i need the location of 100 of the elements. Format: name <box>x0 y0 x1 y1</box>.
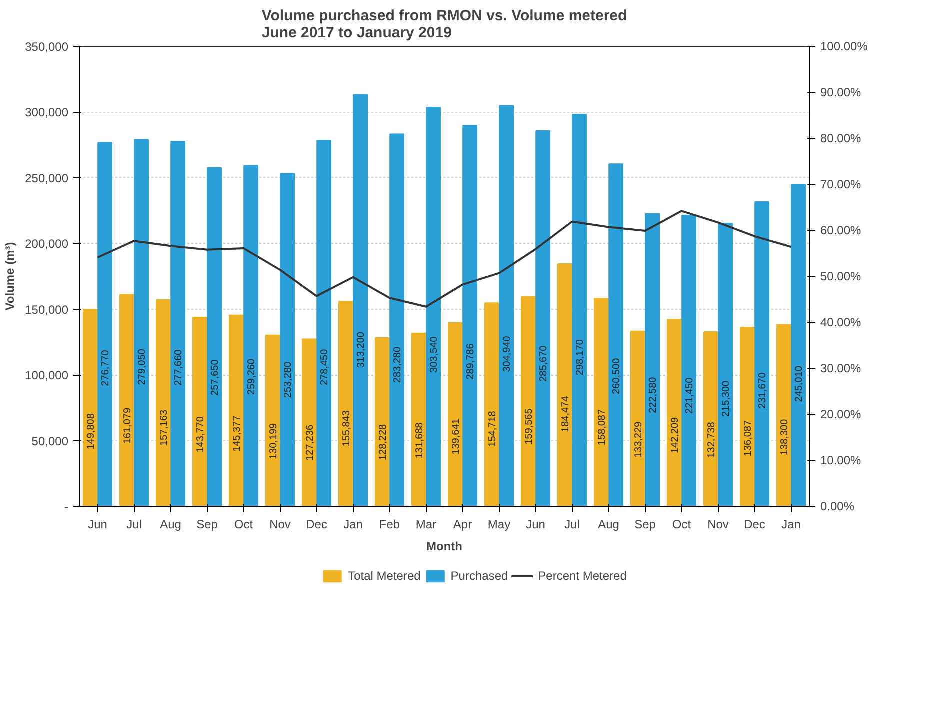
data-label: 245,010 <box>794 366 806 402</box>
bar <box>426 107 441 506</box>
y-tick-label: 100,000 <box>25 368 69 383</box>
x-tick-label: Feb <box>379 518 400 532</box>
bar <box>448 322 463 506</box>
legend-label: Total Metered <box>348 569 421 583</box>
data-label: 142,209 <box>670 416 681 454</box>
bar <box>667 319 682 506</box>
legend-label: Purchased <box>450 569 508 583</box>
bar <box>375 337 390 506</box>
x-tick-label: Apr <box>453 518 472 532</box>
bar <box>170 141 186 506</box>
data-label: 158,087 <box>596 409 608 446</box>
bar <box>412 332 426 506</box>
data-label: 127,236 <box>304 424 316 462</box>
x-tick-label: Aug <box>160 518 182 532</box>
data-label: 304,940 <box>502 336 514 372</box>
data-label: 298,170 <box>575 339 586 376</box>
bar <box>536 130 550 506</box>
bar <box>791 184 806 506</box>
bar <box>98 142 112 506</box>
y2-tick-label: 70.00% <box>820 178 862 192</box>
x-tick-label: Jan <box>782 518 801 532</box>
y2-tick-label: 60.00% <box>820 224 862 238</box>
data-label: 157,163 <box>158 409 170 446</box>
y2-tick-label: 50.00% <box>820 270 862 284</box>
bar <box>608 164 624 506</box>
x-tick-label: Oct <box>234 518 254 532</box>
data-label: 145,377 <box>232 415 243 452</box>
data-label: 143,770 <box>195 416 206 453</box>
x-tick-label: May <box>488 518 511 532</box>
chart-title: Volume purchased from RMON vs. Volume metered June 2017 to January 2019 <box>262 8 628 42</box>
bar <box>316 140 332 506</box>
data-label: 221,450 <box>684 377 696 414</box>
x-tick-label: Jun <box>526 518 546 532</box>
data-label: 154,718 <box>487 410 498 448</box>
bar <box>229 314 244 506</box>
data-label: 253,280 <box>283 361 294 398</box>
data-label: 149,808 <box>86 413 97 450</box>
data-label: 139,641 <box>450 418 462 455</box>
y-tick-label: 150,000 <box>25 302 69 317</box>
data-label: 161,079 <box>122 408 134 444</box>
x-tick-label: Sep <box>196 518 218 532</box>
data-label: 277,660 <box>174 349 185 386</box>
bar <box>338 301 354 506</box>
bar <box>594 298 609 506</box>
bar <box>266 334 280 506</box>
y-tick-label: 250,000 <box>25 171 69 186</box>
x-tick-label: Oct <box>672 518 692 532</box>
legend-label: Percent Metered <box>538 569 627 583</box>
x-tick-label: Mar <box>416 518 437 532</box>
bar <box>302 338 317 506</box>
y2-tick-label: 100.00% <box>820 40 868 54</box>
bar <box>682 214 696 506</box>
y2-tick-label: 0.00% <box>820 500 855 514</box>
bar <box>390 134 404 506</box>
data-label: 130,199 <box>268 422 280 460</box>
y2-tick-label: 20.00% <box>820 408 862 422</box>
data-label: 222,580 <box>648 376 660 414</box>
bar <box>776 324 792 506</box>
data-label: 283,280 <box>392 346 404 384</box>
bar <box>484 302 500 506</box>
data-label: 260,500 <box>612 358 623 394</box>
bar <box>754 202 770 506</box>
bar <box>83 309 98 506</box>
y-tick-label: - <box>64 500 69 514</box>
data-label: 159,565 <box>524 408 535 445</box>
bar <box>280 173 295 506</box>
x-tick-label: Jul <box>564 518 580 532</box>
bar <box>134 139 149 506</box>
y2-tick-label: 30.00% <box>820 362 862 376</box>
bar <box>462 125 478 506</box>
y-tick-label: 300,000 <box>25 106 69 120</box>
bar <box>156 299 171 506</box>
data-label: 303,540 <box>429 336 440 373</box>
y2-tick-label: 80.00% <box>820 132 862 146</box>
data-label: 313,200 <box>356 332 368 368</box>
x-tick-label: Jul <box>126 518 142 532</box>
data-label: 276,770 <box>100 350 112 386</box>
bar <box>718 223 733 506</box>
bar <box>572 114 587 506</box>
bar <box>207 167 222 506</box>
line-series <box>96 210 792 308</box>
data-label: 128,228 <box>378 424 389 461</box>
x-tick-label: Jan <box>344 518 363 532</box>
bar <box>704 332 718 506</box>
y2-tick-label: 90.00% <box>820 86 862 100</box>
data-label: 231,670 <box>758 372 769 409</box>
data-label: 278,450 <box>320 348 331 386</box>
bar <box>645 213 660 506</box>
x-tick-label: Nov <box>708 518 729 532</box>
x-tick-label: Aug <box>598 518 620 532</box>
x-tick-label: Jun <box>88 518 108 532</box>
data-label: 136,087 <box>742 420 754 457</box>
bar <box>558 264 572 506</box>
x-tick-label: Sep <box>634 518 656 532</box>
x-axis-title: Month <box>426 540 462 554</box>
data-label: 155,843 <box>341 410 352 447</box>
data-label: 257,650 <box>210 359 222 396</box>
bar <box>192 317 208 506</box>
